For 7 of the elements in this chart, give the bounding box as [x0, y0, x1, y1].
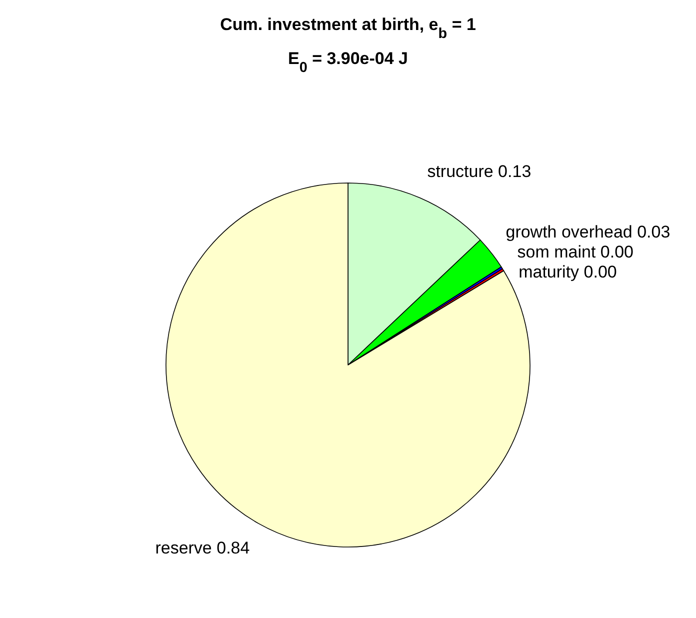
slice-label: growth overhead 0.03 [506, 222, 670, 242]
chart-title: Cum. investment at birth, e$_{b}$ = 1 [220, 15, 476, 42]
slice-label: structure 0.13 [427, 162, 532, 182]
slice-label: reserve 0.84 [155, 538, 250, 558]
chart-subtitle: E$_{0}$ = 3.90e-04 J [288, 49, 408, 76]
slice-label: maturity 0.00 [518, 262, 617, 282]
slice-label: som maint 0.00 [517, 242, 634, 262]
